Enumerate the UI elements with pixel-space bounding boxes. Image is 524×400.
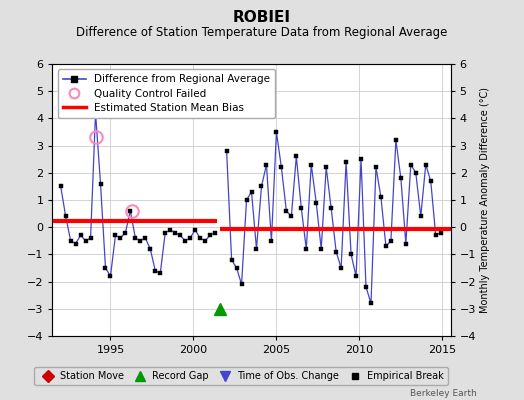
Legend: Station Move, Record Gap, Time of Obs. Change, Empirical Break: Station Move, Record Gap, Time of Obs. C…: [34, 367, 448, 385]
Legend: Difference from Regional Average, Quality Control Failed, Estimated Station Mean: Difference from Regional Average, Qualit…: [58, 69, 275, 118]
Text: Difference of Station Temperature Data from Regional Average: Difference of Station Temperature Data f…: [77, 26, 447, 39]
Text: ROBIEI: ROBIEI: [233, 10, 291, 25]
Y-axis label: Monthly Temperature Anomaly Difference (°C): Monthly Temperature Anomaly Difference (…: [481, 87, 490, 313]
Text: Berkeley Earth: Berkeley Earth: [410, 389, 477, 398]
